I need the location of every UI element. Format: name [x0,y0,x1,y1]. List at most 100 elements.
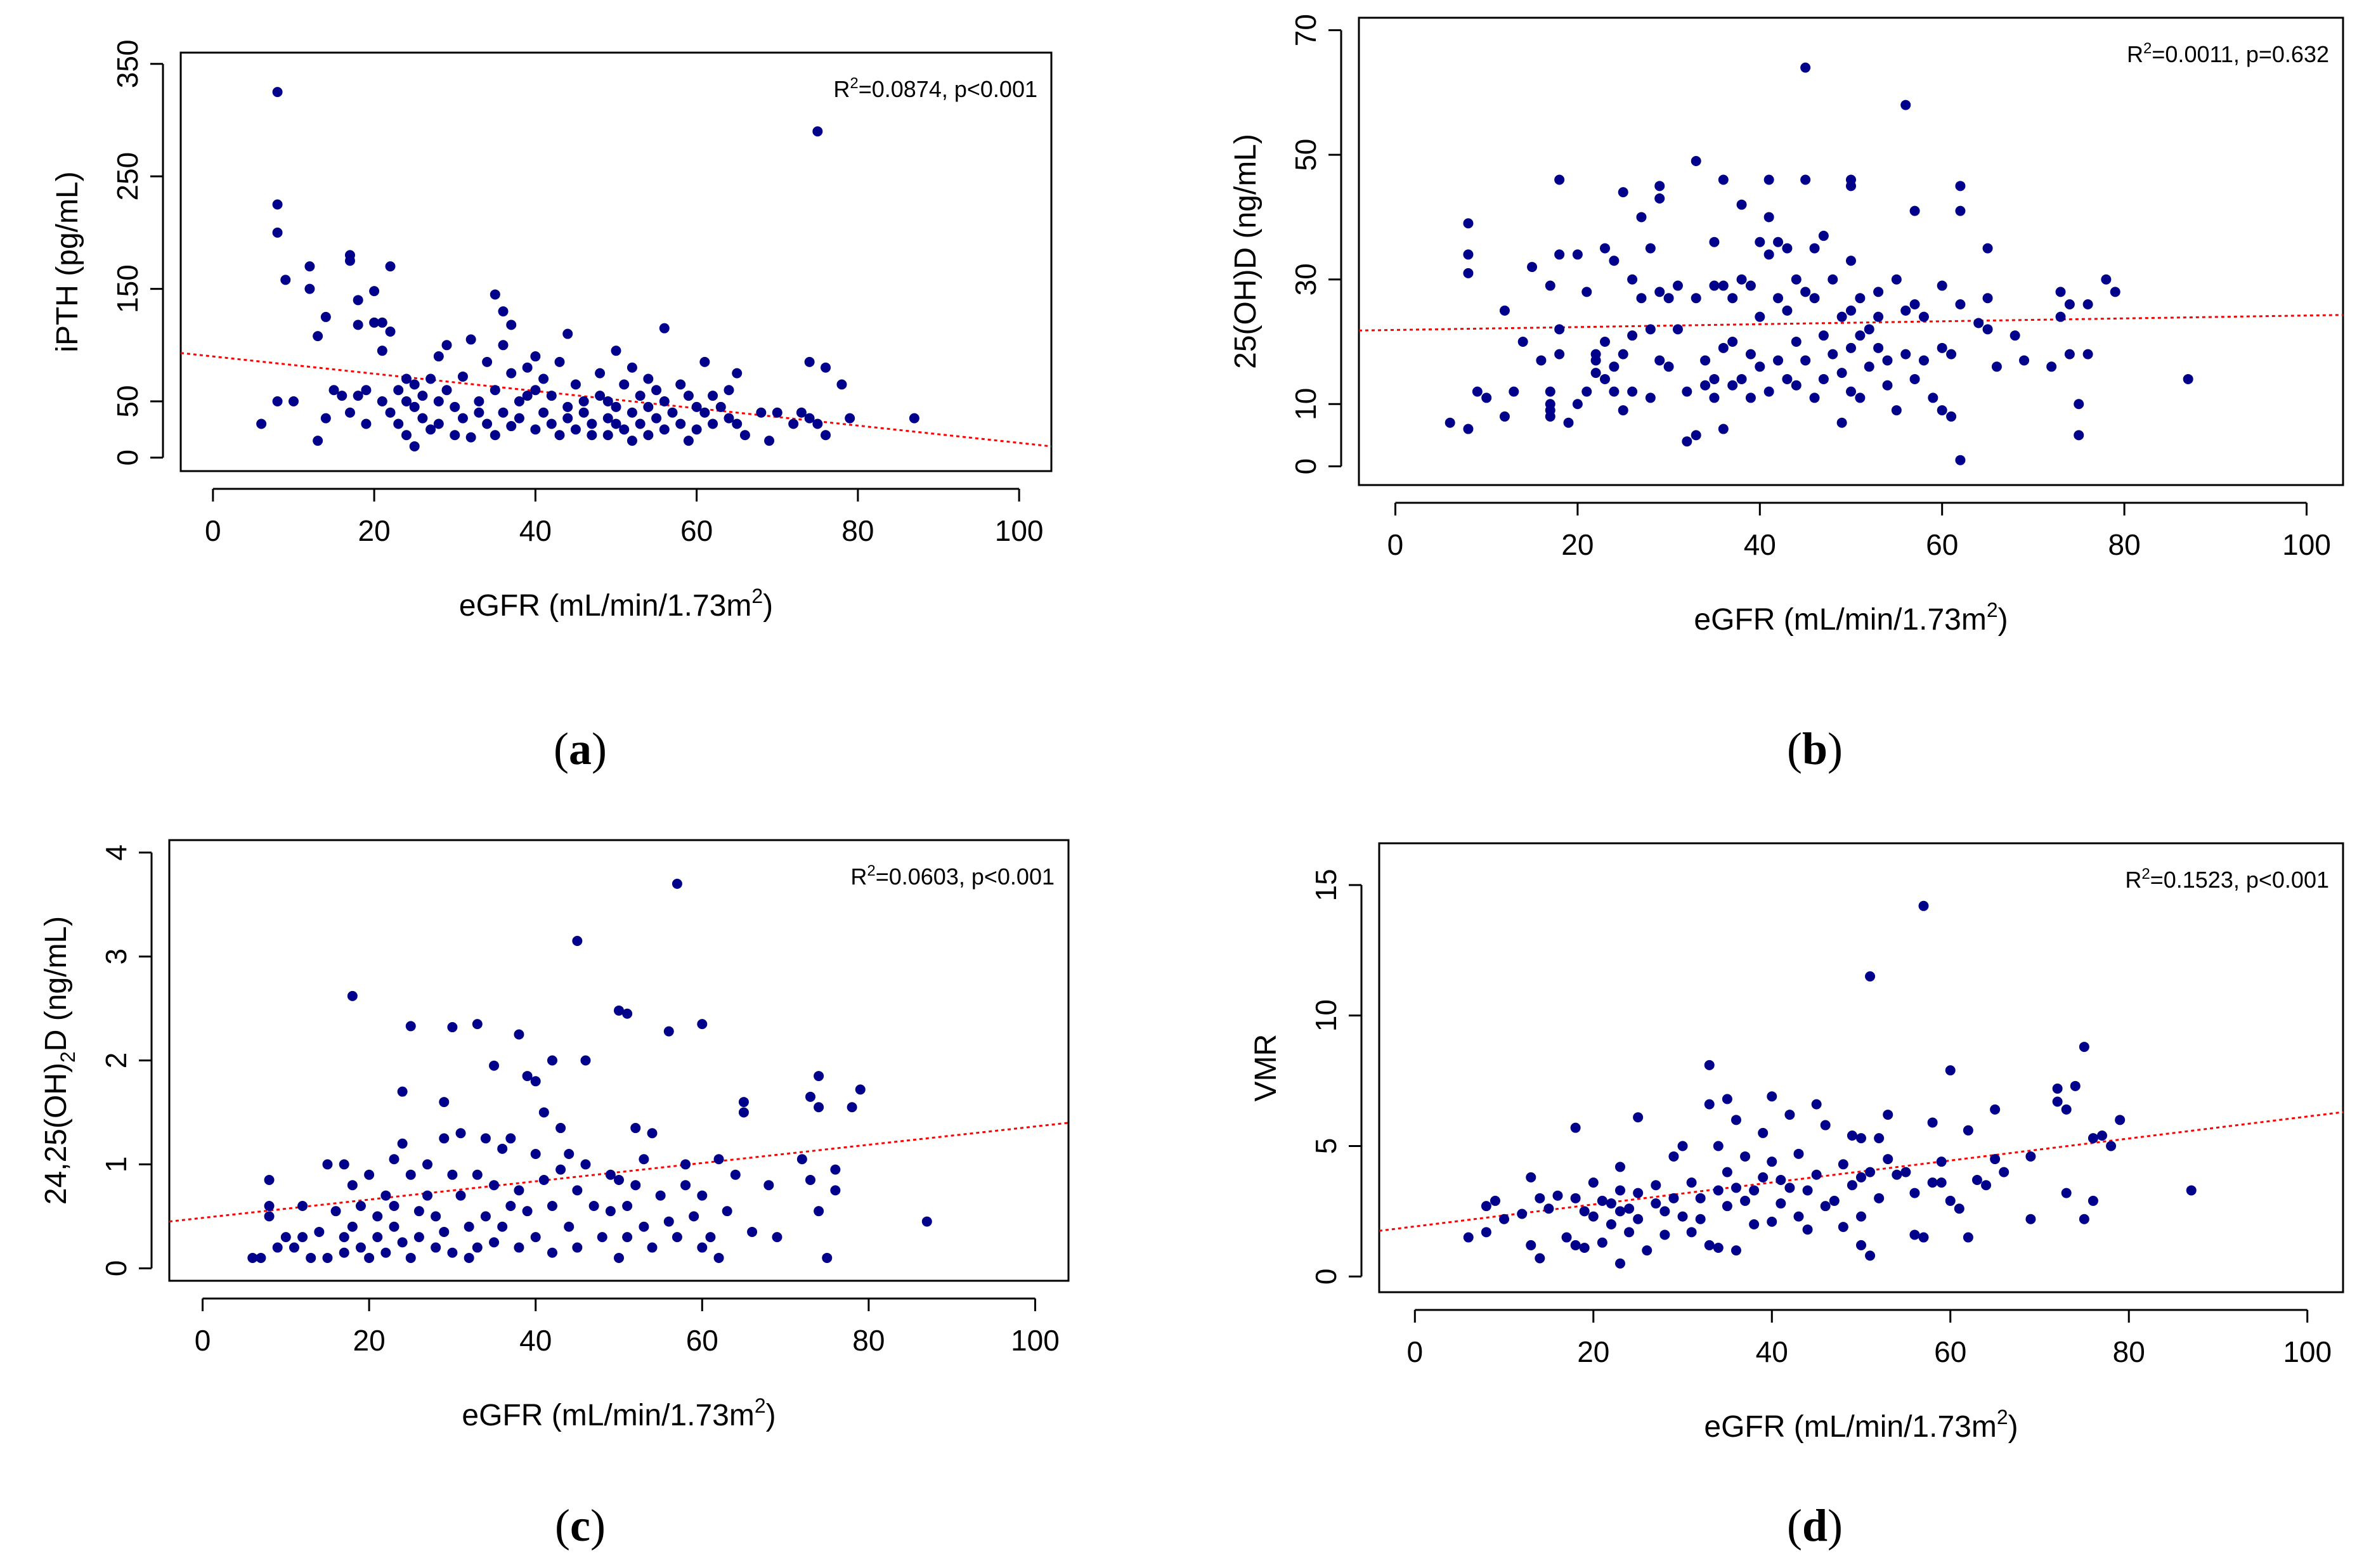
data-point [1686,1177,1697,1188]
data-point [1818,330,1829,341]
data-point [280,275,291,285]
data-point [1677,1211,1688,1222]
regression-line [1358,314,2344,332]
data-point [699,356,710,367]
data-point [1691,293,1701,304]
data-point [605,1206,616,1217]
data-point [1749,1219,1760,1229]
data-point [288,396,299,406]
data-point [1535,1253,1545,1264]
data-point [272,1242,283,1253]
data-point [314,1226,325,1237]
x-tick-label: 100 [995,514,1044,547]
data-point [530,1149,541,1160]
data-point [1784,1182,1795,1193]
data-point [447,1169,458,1180]
data-point [1800,287,1811,297]
data-point [1963,1125,1973,1136]
data-point [1749,1185,1760,1196]
data-point [1982,293,1993,304]
chart-panel-a: 0 20 40 60 80 100 0 50 150 250 350 eGFR (mL/min/1.7… [51,39,1053,774]
data-point [1767,1091,1777,1102]
data-point [2079,1214,2089,1224]
data-point [845,413,855,424]
data-point [1955,455,1966,465]
data-point [796,1154,807,1165]
data-point [562,401,573,412]
x-tick-label: 20 [1561,528,1594,561]
data-point [1883,1154,1893,1165]
data-point [595,391,606,401]
data-point [738,1107,749,1118]
data-point [1570,1193,1581,1203]
data-point [1800,174,1811,185]
data-point [1973,318,1984,328]
data-point [506,368,517,379]
data-point [812,418,823,429]
data-point [564,1221,575,1232]
data-point [489,1237,500,1248]
data-point [1846,342,1856,353]
data-point [369,317,380,328]
data-point [547,1200,557,1211]
y-tick-label: 15 [1309,869,1342,901]
data-point [1836,311,1847,322]
data-point [1597,1237,1607,1248]
data-point [663,1216,674,1227]
data-point [1937,342,1947,353]
data-point [1802,1224,1813,1235]
data-point [1791,336,1802,347]
data-point [722,1206,732,1217]
data-point [1828,349,1838,360]
data-point [647,1128,658,1139]
y-tick-label: 50 [1289,139,1322,171]
data-point [547,1055,557,1066]
data-point [1651,1180,1661,1191]
annotation-sup: 2 [2141,865,2150,883]
data-point [1545,386,1555,397]
data-point [821,362,831,373]
data-point [1545,280,1555,291]
data-point [2010,330,2020,341]
data-point [814,1071,824,1082]
data-point [732,418,743,429]
data-point [538,373,549,384]
data-point [339,1159,349,1170]
data-point [1946,411,1957,422]
data-point [514,1029,524,1040]
data-point [1659,1229,1670,1240]
data-point [651,385,662,396]
data-point [401,430,412,441]
data-point [1856,1240,1866,1250]
data-point [2046,361,2057,372]
data-point [1517,336,1528,347]
data-point [409,379,420,390]
x-tick-label: 20 [1577,1335,1609,1368]
data-point [1856,1211,1866,1222]
annotation-sup: 2 [850,75,858,92]
data-point [1633,1188,1644,1198]
panel-letter: a [569,723,592,774]
data-point [691,424,702,435]
x-axis-label-main: eGFR (mL/min/1.73m [459,589,751,623]
regression-line [169,1122,1069,1223]
data-point [1590,355,1601,366]
panel-paren-close: ) [1828,1500,1843,1551]
data-point [1691,430,1701,441]
x-axis-label-main: eGFR (mL/min/1.73m [1694,603,1986,637]
data-point [691,401,702,412]
data-point [1624,1203,1635,1214]
data-point [578,396,589,406]
y-tick-label: 150 [111,264,144,313]
data-point [506,320,517,330]
data-point [1745,349,1756,360]
y-tick-label: 250 [111,152,144,201]
data-point [697,1242,708,1253]
data-point [2115,1115,2126,1125]
data-point [377,317,387,328]
data-point [1990,1154,2001,1165]
data-point [1745,392,1756,403]
data-point [328,385,339,396]
data-point [490,385,500,396]
data-point [1883,1110,1893,1120]
